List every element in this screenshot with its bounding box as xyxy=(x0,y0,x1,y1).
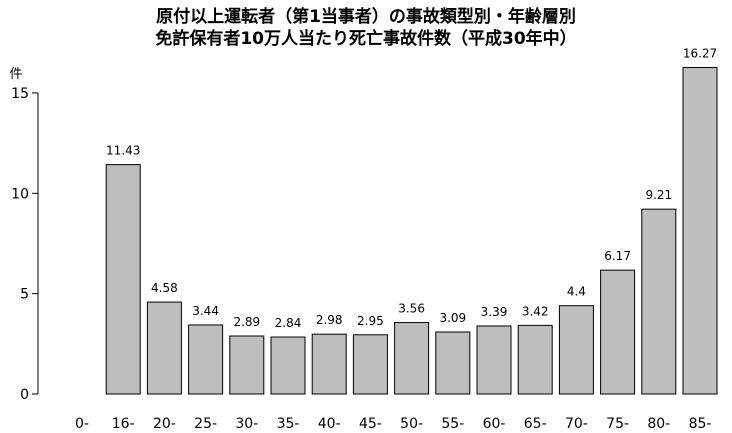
bar xyxy=(435,331,471,395)
y-tick-label: 10 xyxy=(11,186,29,202)
bar xyxy=(600,269,636,395)
data-label: 16.27 xyxy=(683,46,717,60)
x-tick-label: 75- xyxy=(606,416,629,432)
data-label: 9.21 xyxy=(645,188,672,202)
data-label: 3.39 xyxy=(481,305,508,319)
x-tick-label: 20- xyxy=(153,416,176,432)
data-label: 4.4 xyxy=(567,285,586,299)
data-label: 3.56 xyxy=(398,302,425,316)
data-label: 4.58 xyxy=(151,281,178,295)
bar xyxy=(517,324,553,395)
data-label: 3.44 xyxy=(192,304,219,318)
x-tick-label: 0- xyxy=(75,416,89,432)
bar xyxy=(641,208,677,395)
x-tick-label: 85- xyxy=(689,416,712,432)
x-tick-label: 35- xyxy=(277,416,300,432)
chart-title-line-1: 原付以上運転者（第1当事者）の事故類型別・年齢層別 xyxy=(156,7,576,27)
data-label: 6.17 xyxy=(604,249,631,263)
x-tick-label: 45- xyxy=(359,416,382,432)
y-tick-label: 15 xyxy=(11,86,29,102)
data-label: 3.42 xyxy=(522,304,549,318)
y-tick-label: 0 xyxy=(20,387,29,403)
data-labels: 11.43 4.58 3.44 2.89 2.84 2.98 2.95 3.56 3.09 3.3… xyxy=(106,46,717,330)
bar xyxy=(229,335,265,395)
y-axis-label: 件 xyxy=(9,67,22,82)
x-tick-label: 30- xyxy=(235,416,258,432)
x-tick-label: 65- xyxy=(524,416,547,432)
bars xyxy=(105,66,718,395)
x-axis-tick-labels: 0- 16- 20- 25- 30- 35- 40- 45- 50- 55- 60- 65- 70- 75… xyxy=(75,416,711,432)
data-label: 3.09 xyxy=(439,311,466,325)
data-label: 2.89 xyxy=(233,315,260,329)
x-tick-label: 55- xyxy=(441,416,464,432)
bar xyxy=(476,325,512,395)
y-tick-label: 5 xyxy=(20,287,29,303)
x-tick-label: 50- xyxy=(400,416,423,432)
x-tick-label: 80- xyxy=(647,416,670,432)
data-label: 2.84 xyxy=(275,316,302,330)
data-label: 2.98 xyxy=(316,313,343,327)
bar xyxy=(311,333,347,395)
x-tick-label: 60- xyxy=(483,416,506,432)
bar xyxy=(146,301,182,395)
bar xyxy=(188,324,224,395)
bar xyxy=(352,334,388,395)
data-label: 2.95 xyxy=(357,314,384,328)
bar xyxy=(682,66,718,395)
bar xyxy=(558,305,594,395)
x-tick-label: 25- xyxy=(194,416,217,432)
data-label: 11.43 xyxy=(106,144,140,158)
bar xyxy=(105,164,141,395)
bar xyxy=(394,322,430,395)
chart-title-line-2: 免許保有者10万人当たり死亡事故件数（平成30年中） xyxy=(155,29,577,49)
bar xyxy=(270,336,306,395)
y-axis: 0 5 10 15 xyxy=(11,86,39,403)
x-tick-label: 40- xyxy=(318,416,341,432)
x-tick-label: 70- xyxy=(565,416,588,432)
x-tick-label: 16- xyxy=(112,416,135,432)
